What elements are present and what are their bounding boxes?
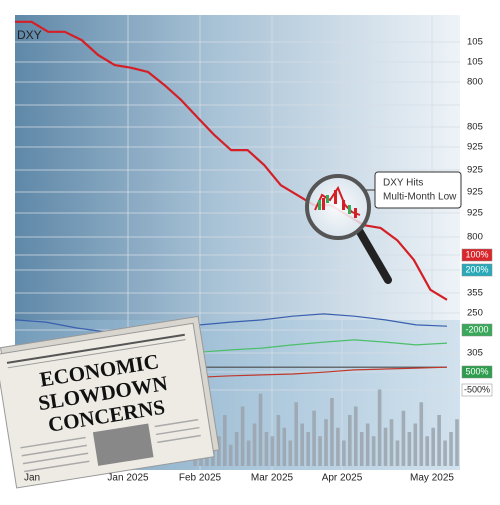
volume-bar — [282, 427, 287, 466]
y-axis-label: 805 — [467, 122, 483, 133]
volume-bar — [419, 402, 424, 466]
volume-bar — [443, 440, 447, 466]
volume-bar — [455, 419, 459, 466]
volume-bar — [288, 440, 293, 466]
badge — [461, 323, 493, 337]
x-tick-label: Feb 2025 — [179, 473, 222, 484]
badge-label: -2000 — [465, 324, 488, 334]
volume-bar — [240, 406, 245, 466]
series-line — [15, 20, 448, 301]
y-axis-label: 250 — [467, 308, 483, 319]
volume-bar — [252, 423, 257, 466]
volume-bar — [371, 436, 376, 466]
volume-bar — [276, 415, 281, 466]
volume-bar — [407, 432, 412, 466]
volume-bar — [258, 393, 263, 466]
y-axis-label: 355 — [467, 288, 483, 299]
newspaper: ECONOMIC SLOWDOWN CONCERNS — [0, 315, 220, 489]
y-axis-label: 800 — [467, 232, 483, 243]
y-axis-label: 305 — [467, 348, 483, 359]
badge-label: 500% — [465, 366, 488, 376]
y-axis-label: 800 — [467, 77, 483, 88]
y-axis-label: 105 — [467, 57, 483, 68]
volume-bar — [425, 436, 430, 466]
badge-label: -500% — [464, 384, 490, 394]
x-tick-label: Mar 2025 — [251, 473, 294, 484]
volume-bar — [348, 415, 352, 466]
volume-bar — [246, 440, 251, 466]
y-axis-label: 925 — [467, 187, 483, 198]
badge — [461, 383, 493, 397]
volume-bar — [318, 436, 322, 466]
x-tick-label: Apr 2025 — [322, 473, 363, 484]
magnifier — [305, 174, 392, 284]
volume-bar — [353, 406, 358, 466]
y-axis-label: 925 — [467, 208, 483, 219]
volume-bar — [342, 440, 346, 466]
y-axis-label: 925 — [467, 142, 483, 153]
badge — [461, 248, 493, 262]
volume-bar — [389, 419, 394, 466]
volume-bar — [270, 436, 275, 466]
volume-bar — [312, 410, 316, 466]
volume-bar — [228, 444, 233, 466]
volume-bar — [336, 427, 340, 466]
volume-bar — [359, 432, 364, 466]
volume-bar — [264, 432, 269, 466]
y-axis-label: 105 — [467, 37, 483, 48]
volume-bar — [222, 415, 227, 466]
badge — [461, 365, 493, 379]
y-axis-label: 925 — [467, 165, 483, 176]
volume-bar — [294, 402, 299, 466]
volume-bar — [330, 398, 334, 466]
series-line — [169, 366, 448, 379]
volume-bar — [217, 436, 221, 466]
volume-bar — [324, 419, 328, 466]
annotation-text: Multi-Month Low — [383, 192, 457, 203]
x-tick-label: Jan 2025 — [107, 473, 149, 484]
volume-bar — [300, 423, 304, 466]
volume-bar — [413, 423, 418, 466]
badge-label: 100% — [465, 249, 488, 259]
chart-title: DXY — [17, 28, 42, 42]
volume-bar — [234, 432, 239, 466]
volume-bar — [306, 432, 310, 466]
x-tick-label: Jan — [24, 473, 40, 484]
badge — [461, 263, 493, 277]
volume-bar — [383, 427, 388, 466]
badge-label: 200% — [465, 264, 488, 274]
series-line — [169, 339, 448, 356]
volume-bar — [431, 427, 435, 466]
volume-bar — [401, 410, 406, 466]
volume-bar — [449, 432, 453, 466]
x-tick-label: May 2025 — [410, 473, 454, 484]
series-line — [14, 313, 448, 333]
volume-bar — [377, 389, 382, 466]
volume-bar — [365, 423, 370, 466]
volume-bar — [437, 415, 441, 466]
annotation-text: DXY Hits — [383, 178, 423, 189]
volume-bar — [395, 440, 400, 466]
annotation: DXY Hits Multi-Month Low — [366, 171, 462, 209]
